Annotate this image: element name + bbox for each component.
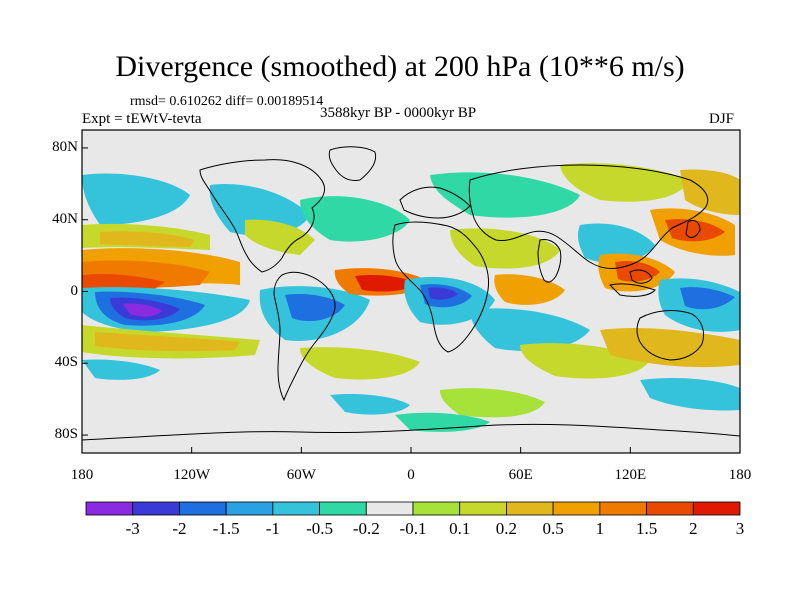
- coastline-africa: [392, 221, 489, 353]
- colorbar-label: -0.5: [306, 519, 334, 538]
- colorbar-swatch: [179, 501, 227, 516]
- colorbar-label: 3: [735, 519, 745, 538]
- colorbar-swatch: [225, 501, 274, 516]
- contour-region: [470, 308, 590, 351]
- contour-region: [430, 172, 580, 218]
- colorbar-label: 1.5: [635, 519, 658, 538]
- colorbar-swatch: [85, 501, 134, 516]
- contour-region: [300, 347, 420, 380]
- coastlines: [82, 146, 740, 441]
- colorbar-label: -0.2: [352, 519, 380, 538]
- lat-label: 0: [70, 282, 79, 299]
- contour-region: [680, 287, 735, 310]
- contour-region: [355, 274, 418, 292]
- lat-label: 80S: [54, 426, 78, 443]
- contour-region: [450, 228, 560, 269]
- colorbar-label: 0.1: [449, 519, 471, 538]
- colorbar-label: 2: [689, 519, 698, 538]
- colorbar-swatch: [319, 501, 367, 516]
- contour-region: [123, 303, 162, 317]
- colorbar-swatch: [506, 501, 554, 516]
- coastline-europe: [399, 186, 471, 219]
- colorbar-label: -1: [265, 519, 280, 538]
- season-label: DJF: [709, 111, 735, 127]
- contour-region: [82, 359, 160, 380]
- contour-region: [82, 173, 190, 225]
- contour-region: [577, 223, 655, 263]
- lon-label: 180: [70, 467, 94, 483]
- coastline-japan: [685, 219, 701, 238]
- colorbar: [85, 501, 741, 516]
- contour-region: [560, 163, 690, 202]
- contour-region: [680, 169, 740, 215]
- contour-region: [209, 184, 310, 236]
- colorbar-swatch: [412, 501, 461, 516]
- colorbar-swatch: [692, 501, 741, 516]
- coastline-greenland: [328, 146, 377, 181]
- coastline-borneo: [629, 269, 653, 284]
- contour-region: [440, 388, 545, 418]
- contour-region: [600, 328, 740, 368]
- coastline-antarctica: [82, 423, 740, 441]
- coastline-north-america: [199, 159, 325, 273]
- colorbar-swatch: [599, 501, 647, 516]
- colorbar-label: 0.5: [542, 519, 564, 538]
- contour-region: [100, 231, 195, 247]
- contour-fill-layer: [82, 163, 740, 432]
- contour-region: [285, 294, 345, 322]
- period-label: 3588kyr BP - 0000kyr BP: [320, 105, 477, 121]
- lat-label: 40S: [54, 354, 78, 371]
- colorbar-label: -3: [125, 519, 140, 538]
- colorbar-label: 1: [595, 519, 605, 538]
- colorbar-label: -0.1: [399, 519, 427, 538]
- colorbar-swatch: [365, 501, 414, 516]
- lon-label: 60E: [508, 467, 533, 483]
- contour-region: [640, 377, 740, 411]
- colorbar-swatch: [646, 501, 694, 516]
- stats-text: rmsd= 0.610262 diff= 0.00189514: [130, 94, 324, 109]
- colorbar-swatch: [459, 501, 507, 516]
- contour-region: [428, 287, 458, 300]
- lon-label: 0: [407, 467, 415, 483]
- contour-region: [245, 219, 315, 255]
- lon-label: 120E: [614, 467, 647, 483]
- experiment-label: Expt = tEWtV-tevta: [82, 111, 202, 127]
- colorbar-label: -1.5: [212, 519, 240, 538]
- contour-region: [300, 196, 410, 242]
- plot-title: Divergence (smoothed) at 200 hPa (10**6 …: [115, 50, 685, 83]
- lon-tick-marks: [81, 447, 741, 453]
- lon-label: 120W: [173, 467, 210, 483]
- coastline-south-america: [273, 271, 336, 402]
- lat-label: 40N: [52, 210, 78, 227]
- lon-label: 180: [728, 467, 752, 483]
- colorbar-swatch: [552, 501, 601, 516]
- colorbar-label: 0.2: [495, 519, 518, 538]
- contour-region: [95, 332, 240, 352]
- colorbar-swatch: [272, 501, 320, 516]
- coastline-india: [537, 239, 562, 283]
- colorbar-swatch: [132, 501, 180, 516]
- colorbar-label: -2: [172, 519, 187, 538]
- lon-label: 60W: [286, 467, 316, 483]
- coastline-indonesia: [608, 283, 656, 297]
- lat-tick-marks: [82, 147, 88, 436]
- coastline-asia: [468, 164, 709, 269]
- contour-region: [330, 394, 410, 415]
- coastline-australia: [636, 310, 705, 361]
- lat-label: 80N: [52, 138, 78, 155]
